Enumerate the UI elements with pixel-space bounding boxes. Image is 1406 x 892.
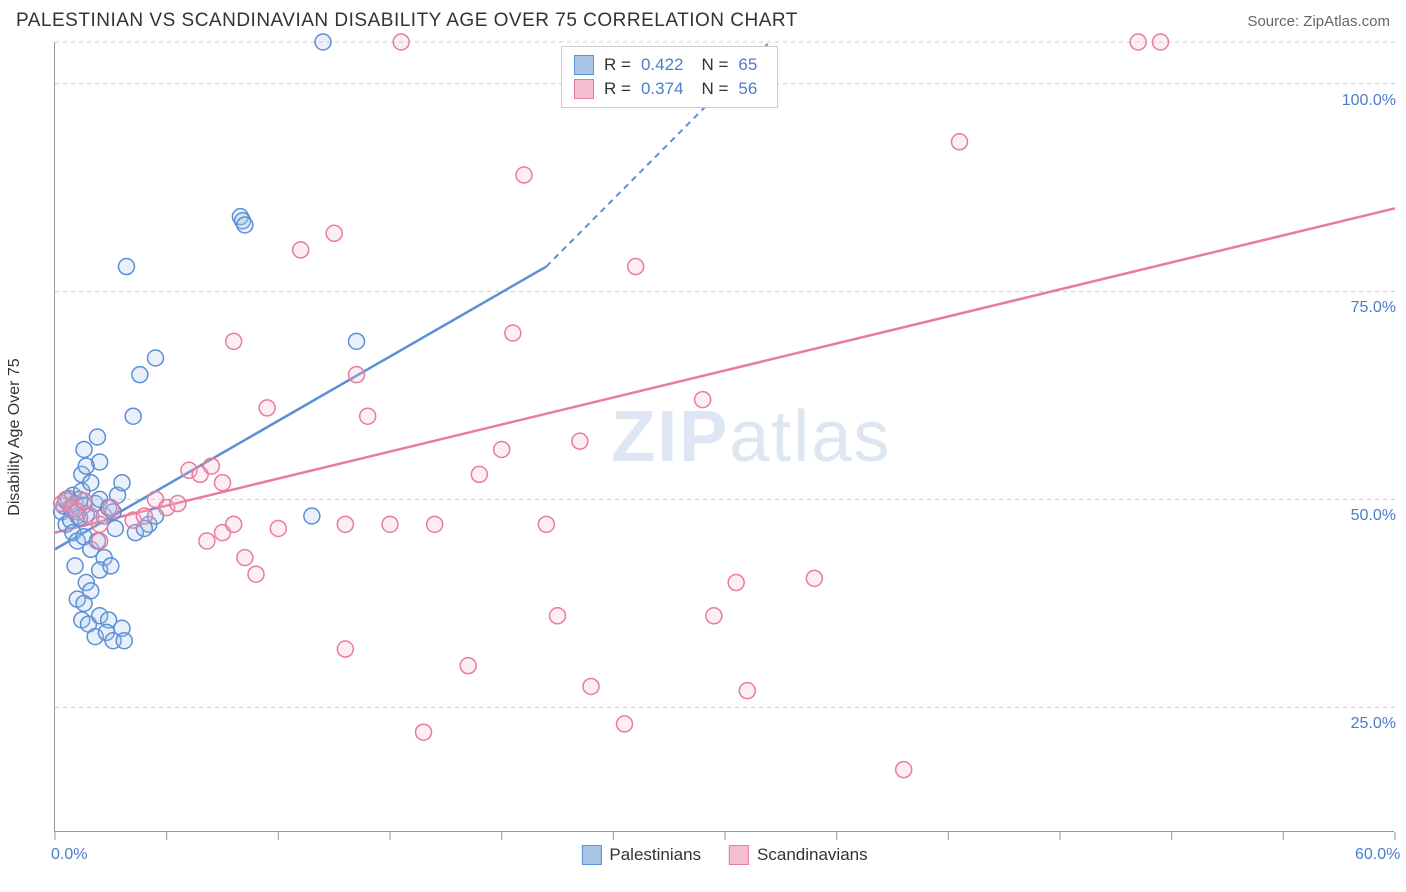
chart-header: PALESTINIAN VS SCANDINAVIAN DISABILITY A… <box>0 0 1406 38</box>
chart-svg <box>55 42 1394 831</box>
legend-item-scandinavians: Scandinavians <box>729 845 868 865</box>
legend-swatch-scandinavians <box>729 845 749 865</box>
stats-row-scandinavians: R = 0.374 N = 56 <box>574 77 765 101</box>
x-tick-label: 0.0% <box>51 846 87 864</box>
stats-row-palestinians: R = 0.422 N = 65 <box>574 53 765 77</box>
bottom-legend: Palestinians Scandinavians <box>581 845 867 865</box>
legend-item-palestinians: Palestinians <box>581 845 701 865</box>
y-tick-label: 100.0% <box>1342 92 1396 110</box>
chart-title: PALESTINIAN VS SCANDINAVIAN DISABILITY A… <box>16 10 798 32</box>
stats-box: R = 0.422 N = 65 R = 0.374 N = 56 <box>561 46 778 108</box>
source-label: Source: ZipAtlas.com <box>1247 13 1390 30</box>
legend-label-palestinians: Palestinians <box>609 845 701 865</box>
legend-label-scandinavians: Scandinavians <box>757 845 868 865</box>
y-tick-label: 75.0% <box>1351 299 1396 317</box>
swatch-palestinians <box>574 55 594 75</box>
x-tick-label: 60.0% <box>1355 846 1400 864</box>
legend-swatch-palestinians <box>581 845 601 865</box>
y-axis-label: Disability Age Over 75 <box>6 358 24 515</box>
chart-area: Disability Age Over 75 ZIPatlas R = 0.42… <box>54 42 1394 832</box>
y-tick-label: 50.0% <box>1351 507 1396 525</box>
y-tick-label: 25.0% <box>1351 715 1396 733</box>
swatch-scandinavians <box>574 79 594 99</box>
